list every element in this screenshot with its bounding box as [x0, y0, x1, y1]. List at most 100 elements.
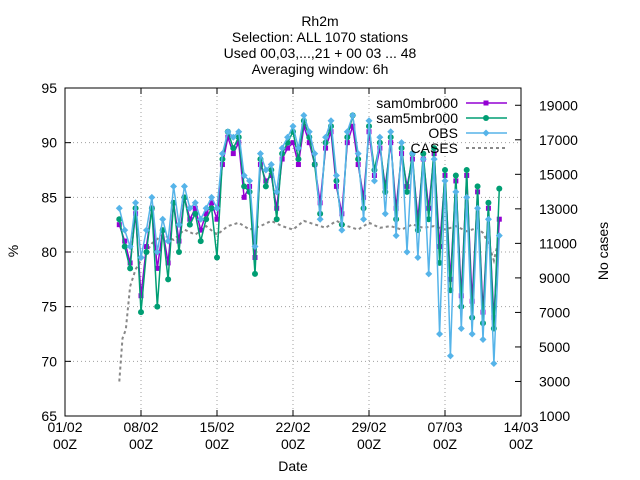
data-point-sam5mbr000	[127, 265, 134, 272]
data-point-sam5mbr000	[262, 183, 269, 190]
data-point-obs	[408, 150, 416, 158]
series-obs	[115, 111, 503, 368]
data-point-sam5mbr000	[197, 238, 204, 245]
data-point-obs	[121, 226, 129, 234]
data-point-sam5mbr000	[203, 216, 210, 223]
data-point-obs	[446, 352, 454, 360]
data-point-obs	[381, 210, 389, 218]
data-point-obs	[224, 128, 232, 136]
data-point-obs	[490, 360, 498, 368]
data-point-sam0mbr000	[306, 140, 312, 146]
x-tick-label: 01/02	[47, 419, 82, 435]
data-point-obs	[197, 215, 205, 223]
data-point-obs	[322, 133, 330, 141]
data-point-sam5mbr000	[273, 216, 280, 223]
data-point-sam5mbr000	[154, 303, 161, 310]
data-point-obs	[479, 335, 487, 343]
data-point-obs	[202, 204, 210, 212]
data-point-sam0mbr000	[290, 140, 296, 146]
y2-axis-ticks: 1000 3000 5000 7000 9000 11000 13000 15000 17000…	[515, 97, 578, 424]
legend-marker	[483, 115, 489, 121]
data-point-sam5mbr000	[442, 167, 448, 173]
data-point-obs	[213, 204, 221, 212]
y2-tick-label: 13000	[539, 201, 578, 217]
data-point-sam5mbr000	[474, 183, 481, 190]
y-tick-label: 90	[41, 135, 57, 151]
x-tick-label-time: 00Z	[509, 436, 534, 452]
data-point-sam0mbr000	[138, 293, 144, 299]
data-point-obs	[267, 161, 275, 169]
data-point-obs	[468, 330, 476, 338]
data-point-obs	[430, 155, 438, 163]
y2-tick-label: 17000	[539, 132, 578, 148]
legend-item-cases: CASES	[411, 140, 507, 156]
data-point-obs	[343, 128, 351, 136]
data-point-sam5mbr000	[192, 210, 199, 217]
data-point-sam5mbr000	[165, 276, 172, 283]
legend-label: OBS	[428, 125, 458, 141]
data-point-obs	[294, 144, 302, 152]
x-tick-label-time: 00Z	[281, 436, 306, 452]
data-point-obs	[349, 111, 357, 119]
data-point-obs	[463, 193, 471, 201]
data-point-obs	[398, 139, 406, 147]
data-point-obs	[425, 270, 433, 278]
y-tick-label: 75	[41, 299, 57, 315]
legend-label: CASES	[411, 140, 458, 156]
data-point-sam5mbr000	[143, 249, 150, 255]
data-point-sam5mbr000	[214, 254, 220, 261]
data-point-sam5mbr000	[138, 309, 144, 316]
data-point-sam0mbr000	[192, 205, 198, 211]
data-point-sam0mbr000	[154, 265, 160, 271]
data-point-obs	[284, 133, 292, 141]
legend-marker	[482, 129, 490, 137]
data-point-obs	[159, 215, 167, 223]
legend-marker	[483, 100, 489, 106]
data-point-obs	[229, 133, 237, 141]
x-tick-label: 07/03	[427, 419, 462, 435]
y2-axis-label: No cases	[595, 222, 611, 280]
data-point-sam0mbr000	[295, 162, 301, 168]
data-point-obs	[305, 128, 313, 136]
title-line-2: Selection: ALL 1070 stations	[232, 29, 408, 45]
data-point-obs	[186, 204, 194, 212]
data-point-obs	[137, 253, 145, 261]
data-point-sam5mbr000	[452, 172, 459, 179]
data-point-sam5mbr000	[393, 216, 400, 223]
data-point-obs	[153, 248, 161, 256]
data-point-obs	[132, 199, 140, 207]
data-point-obs	[278, 144, 286, 152]
data-point-obs	[218, 150, 226, 158]
data-point-sam0mbr000	[225, 134, 231, 140]
legend-item-obs: OBS	[428, 125, 507, 141]
data-point-sam5mbr000	[116, 216, 123, 223]
y-axis-label: %	[5, 245, 21, 257]
data-point-obs	[403, 248, 411, 256]
data-point-obs	[436, 330, 444, 338]
legend-item-sam0mbr000: sam0mbr000	[376, 95, 507, 111]
chart-title: Rh2m Selection: ALL 1070 stations Used 0…	[224, 13, 417, 77]
data-point-obs	[387, 128, 395, 136]
data-point-sam5mbr000	[176, 249, 182, 255]
data-point-obs	[495, 232, 503, 240]
data-point-obs	[484, 215, 492, 223]
data-point-sam5mbr000	[252, 270, 258, 277]
data-point-obs	[419, 155, 427, 163]
data-point-sam0mbr000	[241, 194, 247, 200]
data-point-obs	[148, 193, 156, 201]
y-axis-ticks: 65 70 75 80 85 90 95	[41, 80, 71, 424]
x-tick-label-time: 00Z	[205, 436, 230, 452]
x-tick-label: 15/02	[199, 419, 234, 435]
y2-tick-label: 7000	[539, 304, 570, 320]
y2-tick-label: 1000	[539, 408, 570, 424]
data-point-sam0mbr000	[426, 205, 432, 211]
y-tick-label: 65	[41, 408, 57, 424]
y-tick-label: 80	[41, 244, 57, 260]
legend-item-sam5mbr000: sam5mbr000	[376, 110, 507, 126]
data-point-sam5mbr000	[241, 183, 248, 190]
x-tick-label-time: 00Z	[433, 436, 458, 452]
y2-tick-label: 19000	[539, 97, 578, 113]
data-point-obs	[332, 171, 340, 179]
data-point-sam0mbr000	[122, 238, 128, 244]
